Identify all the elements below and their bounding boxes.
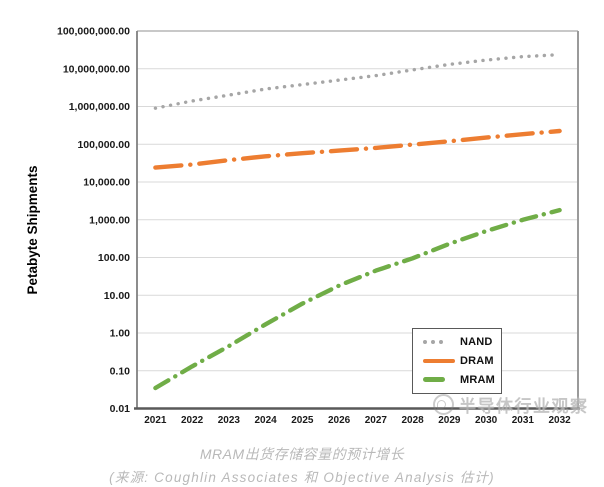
y-tick-label: 1.00 (110, 328, 131, 340)
legend-item-nand: NAND (423, 333, 501, 351)
y-tick-label: 10,000.00 (83, 177, 130, 189)
y-tick-label: 10,000,000.00 (63, 63, 130, 75)
nand-dotted-line-icon (423, 340, 457, 345)
y-tick-label: 100,000.00 (77, 139, 130, 151)
x-tick-label: 2026 (328, 415, 351, 426)
y-axis-title: Petabyte Shipments (25, 165, 40, 294)
y-tick-label: 1,000.00 (89, 214, 130, 226)
x-tick-label: 2030 (475, 415, 498, 426)
x-tick-label: 2028 (402, 415, 425, 426)
x-tick-label: 2024 (255, 415, 278, 426)
series-line-nand (153, 53, 562, 110)
legend-label-mram: MRAM (460, 373, 496, 386)
chart-legend: NAND DRAM MRAM (412, 328, 502, 394)
x-tick-label: 2027 (365, 415, 388, 426)
y-tick-label: 100.00 (98, 252, 130, 264)
series-line-dram (153, 128, 562, 170)
x-tick-label: 2031 (512, 415, 535, 426)
x-tick-label: 2029 (438, 415, 461, 426)
legend-item-mram: MRAM (423, 371, 501, 389)
figure-title: MRAM出货存储容量的预计增长 (199, 446, 405, 462)
figure-source: (来源: Coughlin Associates 和 Objective Ana… (109, 470, 495, 485)
x-tick-label: 2025 (291, 415, 314, 426)
legend-item-dram: DRAM (423, 352, 501, 370)
x-tick-label: 2022 (181, 415, 204, 426)
x-tick-label: 2021 (144, 415, 167, 426)
legend-label-nand: NAND (460, 336, 493, 349)
y-tick-label: 100,000,000.00 (57, 26, 130, 38)
legend-label-dram: DRAM (460, 354, 494, 367)
series-line-mram (153, 207, 562, 391)
y-tick-label: 0.10 (110, 365, 131, 377)
mram-line-icon (423, 377, 457, 382)
y-tick-label: 0.01 (110, 403, 131, 415)
dram-line-icon (423, 358, 457, 364)
x-tick-label: 2023 (218, 415, 241, 426)
y-tick-label: 10.00 (104, 290, 130, 302)
x-tick-label: 2032 (549, 415, 572, 426)
y-tick-label: 1,000,000.00 (69, 101, 130, 113)
